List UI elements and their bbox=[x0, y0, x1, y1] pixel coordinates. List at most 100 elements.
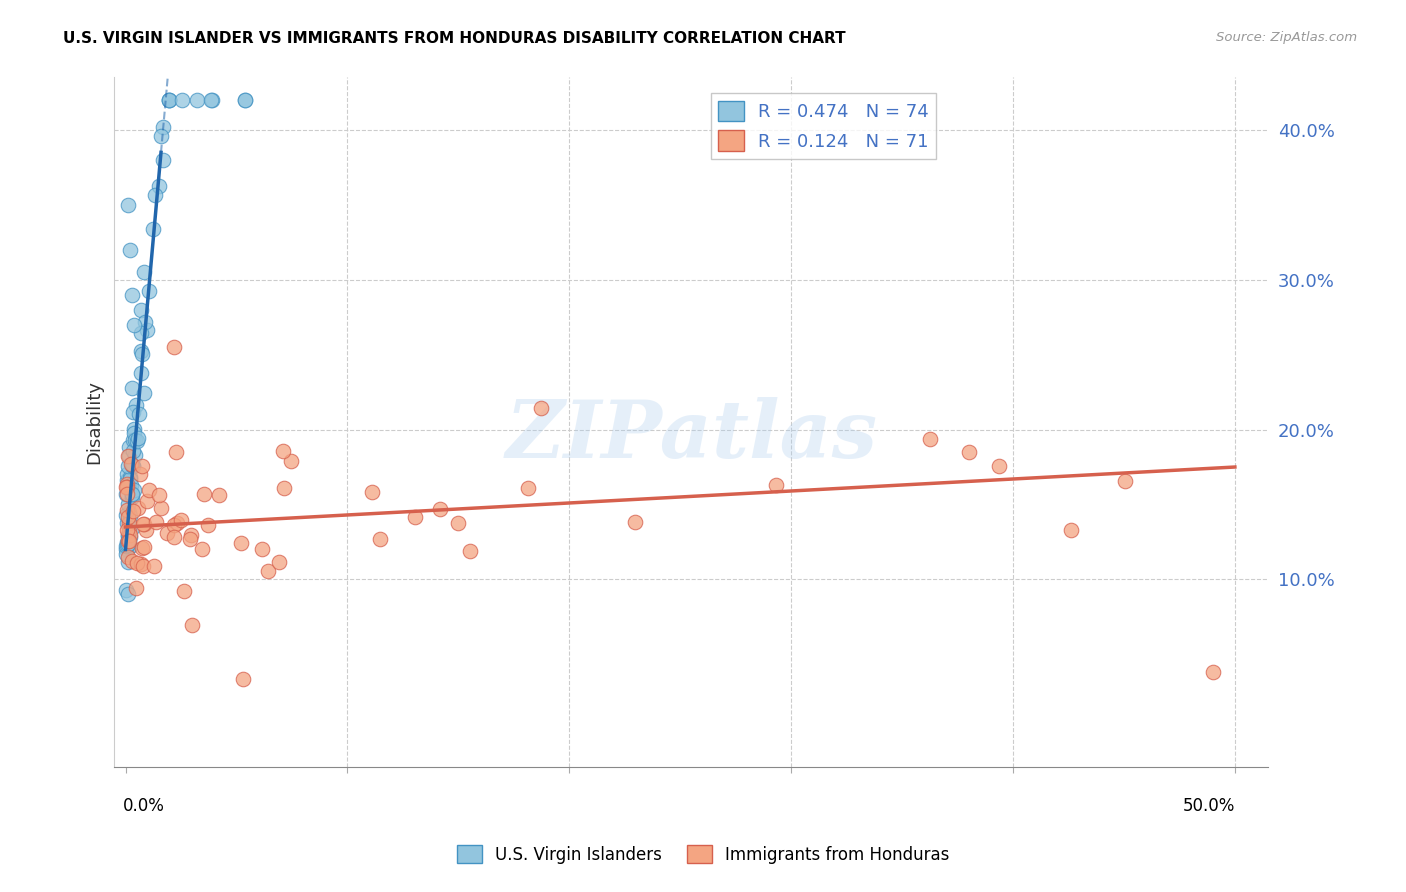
Point bbox=[232, 672, 254, 686]
Point bbox=[114, 508, 136, 522]
Point bbox=[517, 481, 540, 495]
Point bbox=[121, 520, 143, 534]
Point bbox=[155, 526, 177, 541]
Point bbox=[131, 459, 153, 474]
Point bbox=[120, 527, 142, 541]
Point bbox=[135, 493, 157, 508]
Point bbox=[117, 450, 139, 464]
Point bbox=[131, 559, 153, 574]
Point bbox=[149, 128, 172, 143]
Point bbox=[121, 458, 143, 473]
Point bbox=[157, 93, 180, 107]
Point bbox=[446, 516, 468, 531]
Point bbox=[117, 529, 139, 543]
Point bbox=[115, 480, 138, 494]
Point bbox=[115, 502, 138, 516]
Point bbox=[118, 449, 141, 463]
Point bbox=[115, 477, 138, 491]
Point bbox=[115, 480, 138, 494]
Point bbox=[117, 505, 139, 519]
Point bbox=[121, 487, 143, 501]
Point bbox=[118, 524, 141, 539]
Point bbox=[257, 564, 280, 578]
Text: 0.0%: 0.0% bbox=[124, 797, 165, 814]
Point bbox=[142, 222, 165, 236]
Point bbox=[233, 93, 256, 107]
Point bbox=[273, 481, 295, 495]
Point bbox=[132, 516, 155, 531]
Point bbox=[200, 93, 222, 107]
Point bbox=[122, 433, 145, 447]
Point bbox=[122, 459, 145, 474]
Point bbox=[120, 457, 142, 471]
Point bbox=[920, 433, 942, 447]
Point bbox=[131, 541, 153, 556]
Point bbox=[143, 188, 166, 202]
Point bbox=[115, 516, 138, 530]
Point bbox=[120, 478, 142, 492]
Point bbox=[122, 459, 145, 474]
Point bbox=[132, 540, 155, 554]
Point bbox=[157, 93, 180, 107]
Point bbox=[122, 405, 145, 419]
Point bbox=[121, 554, 143, 568]
Point bbox=[150, 500, 173, 515]
Point bbox=[163, 340, 186, 354]
Point bbox=[173, 584, 195, 599]
Point bbox=[201, 93, 224, 107]
Point bbox=[124, 449, 146, 463]
Point bbox=[269, 555, 291, 569]
Point bbox=[280, 454, 302, 468]
Point bbox=[129, 366, 152, 380]
Point bbox=[117, 459, 139, 474]
Point bbox=[117, 586, 139, 600]
Point bbox=[624, 515, 647, 529]
Text: ZIPatlas: ZIPatlas bbox=[505, 397, 877, 475]
Point bbox=[124, 398, 146, 412]
Point bbox=[118, 540, 141, 554]
Point bbox=[250, 542, 273, 557]
Point bbox=[957, 445, 980, 459]
Point bbox=[122, 444, 145, 458]
Point bbox=[122, 503, 145, 517]
Point bbox=[124, 425, 146, 440]
Point bbox=[124, 318, 146, 332]
Point bbox=[128, 407, 150, 421]
Point bbox=[124, 422, 146, 436]
Point bbox=[118, 508, 141, 523]
Text: 50.0%: 50.0% bbox=[1182, 797, 1234, 814]
Point bbox=[125, 556, 148, 570]
Point bbox=[118, 516, 141, 530]
Point bbox=[115, 487, 138, 501]
Point bbox=[429, 501, 451, 516]
Point bbox=[117, 198, 139, 212]
Point bbox=[121, 381, 143, 395]
Point bbox=[180, 528, 202, 542]
Point bbox=[117, 549, 139, 564]
Point bbox=[115, 538, 138, 552]
Point bbox=[117, 509, 139, 524]
Point bbox=[115, 467, 138, 482]
Point bbox=[118, 440, 141, 454]
Point bbox=[131, 346, 153, 360]
Point bbox=[152, 153, 174, 168]
Point bbox=[115, 542, 138, 557]
Point bbox=[529, 401, 551, 416]
Point bbox=[1114, 475, 1136, 489]
Point bbox=[117, 537, 139, 551]
Point bbox=[138, 483, 160, 497]
Point bbox=[124, 434, 146, 448]
Point bbox=[118, 243, 141, 257]
Legend: R = 0.474   N = 74, R = 0.124   N = 71: R = 0.474 N = 74, R = 0.124 N = 71 bbox=[711, 94, 936, 159]
Point bbox=[129, 467, 152, 482]
Point bbox=[368, 532, 391, 546]
Point bbox=[138, 284, 160, 298]
Text: Source: ZipAtlas.com: Source: ZipAtlas.com bbox=[1216, 31, 1357, 45]
Point bbox=[143, 558, 166, 573]
Point bbox=[135, 523, 157, 537]
Point bbox=[127, 500, 149, 515]
Point bbox=[125, 434, 148, 449]
Point bbox=[148, 178, 170, 193]
Y-axis label: Disability: Disability bbox=[86, 380, 103, 464]
Point bbox=[132, 385, 155, 400]
